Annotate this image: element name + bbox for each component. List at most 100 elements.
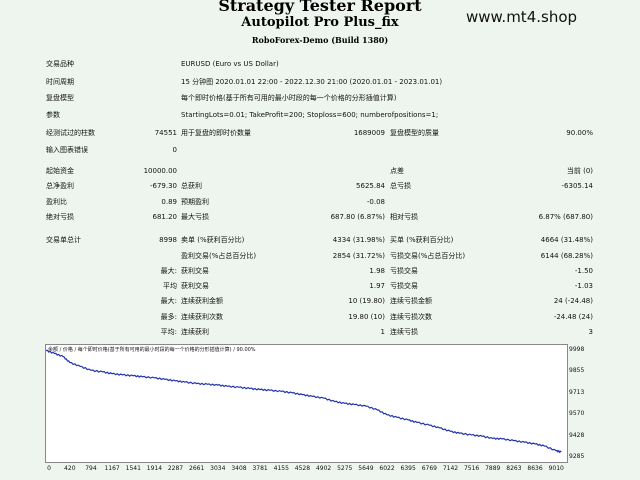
maximal-consecutive-profit-value: 19.80 (10) <box>348 313 385 321</box>
maximal-consecutive-loss-label: 连续亏损次数 <box>390 313 432 321</box>
x-tick-label: 4902 <box>315 465 332 472</box>
balance-chart-svg <box>46 349 562 454</box>
spread-label: 点差 <box>390 167 404 175</box>
average-consecutive-losses-value: 3 <box>588 328 593 336</box>
maximal-drawdown-label: 最大亏损 <box>181 213 209 221</box>
y-tick-label: 9570 <box>569 410 585 418</box>
ticks-value: 1689009 <box>353 129 385 137</box>
y-tick-label: 9428 <box>569 431 585 439</box>
max-consecutive-losses-value: 24 (-24.48) <box>553 297 593 305</box>
expert-name: Autopilot Pro Plus_fix <box>241 15 399 30</box>
expected-payoff-label: 预期盈利 <box>181 198 209 206</box>
bars-label: 经测试过的柱数 <box>46 129 95 137</box>
y-tick-label: 9855 <box>569 367 585 375</box>
x-tick-label: 3781 <box>252 465 268 472</box>
x-tick-label: 8636 <box>527 465 543 472</box>
x-tick-label: 7516 <box>463 465 480 472</box>
deposit-label: 起始资金 <box>46 167 74 175</box>
profit-factor-label: 盈利比 <box>46 198 67 206</box>
errors-label: 输入图表错误 <box>46 146 88 154</box>
gross-loss-label: 总亏损 <box>390 182 411 190</box>
report-title: Strategy Tester Report <box>218 0 422 15</box>
profit-factor-value: 0.89 <box>161 198 177 206</box>
long-positions-label: 买单 (%获利百分比) <box>390 236 454 244</box>
x-tick-label: 0 <box>47 465 51 472</box>
average-profit-label: 获利交易 <box>181 282 209 290</box>
x-tick-label: 8263 <box>506 465 522 472</box>
loss-trades-value: 6144 (68.28%) <box>540 252 593 260</box>
maximal-consecutive-loss-value: -24.48 (24) <box>553 313 593 321</box>
gross-loss-value: -6305.14 <box>561 182 593 190</box>
short-positions-label: 卖单 (%获利百分比) <box>181 236 245 244</box>
loss-trades-label: 亏损交易(%占总百分比) <box>390 252 466 260</box>
model-value: 每个即时价格(基于所有可用的最小时段的每一个价格的分形插值计算) <box>181 94 397 102</box>
largest-loss-value: -1.50 <box>574 267 593 275</box>
average-consecutive-wins-value: 1 <box>380 328 385 336</box>
short-positions-value: 4334 (31.98%) <box>332 236 385 244</box>
x-tick-label: 2287 <box>167 465 184 472</box>
watermark: www.mt4.shop <box>466 8 578 26</box>
max-consecutive-losses-label: 连续亏损金额 <box>390 297 432 305</box>
x-tick-label: 5275 <box>337 465 353 472</box>
profit-trades-label: 盈利交易(%占总百分比) <box>181 252 257 260</box>
x-tick-label: 794 <box>85 465 97 472</box>
total-trades-value: 8998 <box>159 236 177 244</box>
y-tick-label: 9285 <box>569 453 585 460</box>
average-consecutive-losses-label: 连续亏损 <box>390 328 418 336</box>
x-tick-label: 7142 <box>442 465 459 472</box>
symbol-label: 交易品种 <box>46 60 74 68</box>
y-tick-label: 9998 <box>569 345 585 353</box>
x-tick-label: 1541 <box>125 465 141 472</box>
maximal-consecutive-profit-label: 连续获利次数 <box>181 313 223 321</box>
x-tick-label: 4155 <box>273 465 289 472</box>
average-label: 平均 <box>163 282 177 290</box>
absolute-drawdown-label: 绝对亏损 <box>46 213 74 221</box>
y-tick-label: 9713 <box>569 388 585 396</box>
errors-value: 0 <box>172 146 177 154</box>
average-consecutive-wins-label: 连续获利 <box>181 328 209 336</box>
largest-label: 最大: <box>160 267 177 275</box>
maximal-drawdown-value: 687.80 (6.87%) <box>330 213 385 221</box>
quality-label: 复盘模型的质量 <box>390 129 439 137</box>
chart-caption: 余额 / 价格 / 每个即时价格(基于所有可用的最小时段的每一个价格的分形插值计… <box>48 347 256 353</box>
profit-trades-value: 2854 (31.72%) <box>332 252 385 260</box>
x-tick-label: 420 <box>64 465 76 472</box>
balance-series-line <box>46 349 562 454</box>
relative-drawdown-label: 相对亏损 <box>390 213 418 221</box>
max-consecutive-label: 最大: <box>160 297 177 305</box>
balance-chart: 余额 / 价格 / 每个即时价格(基于所有可用的最小时段的每一个价格的分形插值计… <box>45 344 568 463</box>
long-positions-value: 4664 (31.48%) <box>540 236 593 244</box>
x-tick-label: 3408 <box>231 465 247 472</box>
max-consecutive-wins-label: 连续获利金额 <box>181 297 223 305</box>
average-profit-value: 1.97 <box>369 282 385 290</box>
x-tick-label: 1167 <box>104 465 120 472</box>
x-tick-label: 1914 <box>146 465 163 472</box>
average-consecutive-label: 平均: <box>160 328 177 336</box>
total-trades-label: 交易单总计 <box>46 236 81 244</box>
x-tick-label: 6395 <box>400 465 416 472</box>
largest-profit-value: 1.98 <box>369 267 385 275</box>
x-tick-label: 5649 <box>358 465 374 472</box>
period-label: 时间周期 <box>46 78 74 86</box>
net-profit-value: -679.30 <box>149 182 177 190</box>
params-value: StartingLots=0.01; TakeProfit=200; Stopl… <box>181 111 439 119</box>
x-tick-label: 2661 <box>189 465 205 472</box>
net-profit-label: 总净盈利 <box>46 182 74 190</box>
relative-drawdown-value: 6.87% (687.80) <box>538 213 593 221</box>
average-loss-label: 亏损交易 <box>390 282 418 290</box>
largest-profit-label: 获利交易 <box>181 267 209 275</box>
x-tick-label: 4528 <box>294 465 311 472</box>
x-tick-label: 3034 <box>210 465 226 472</box>
x-tick-label: 9010 <box>548 465 564 472</box>
ticks-label: 用于复盘的即时价数量 <box>181 129 251 137</box>
bars-value: 74551 <box>154 129 177 137</box>
expected-payoff-value: -0.08 <box>366 198 385 206</box>
largest-loss-label: 亏损交易 <box>390 267 418 275</box>
params-label: 参数 <box>46 111 60 119</box>
x-tick-label: 7889 <box>485 465 501 472</box>
symbol-value: EURUSD (Euro vs US Dollar) <box>181 60 279 68</box>
model-label: 复盘模型 <box>46 94 74 102</box>
period-value: 15 分钟图 2020.01.01 22:00 - 2022.12.30 21:… <box>181 78 443 86</box>
quality-value: 90.00% <box>566 129 593 137</box>
maximal-consecutive-label: 最多: <box>160 313 177 321</box>
